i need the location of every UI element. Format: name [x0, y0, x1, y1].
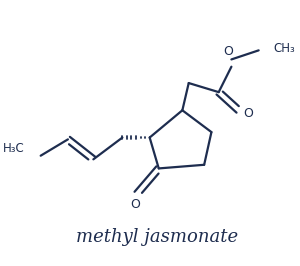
Text: methyl jasmonate: methyl jasmonate	[76, 228, 238, 246]
Text: CH₃: CH₃	[273, 42, 295, 55]
Text: H₃C: H₃C	[3, 142, 24, 155]
Text: O: O	[243, 107, 253, 120]
Text: O: O	[130, 198, 140, 211]
Text: O: O	[223, 45, 233, 58]
